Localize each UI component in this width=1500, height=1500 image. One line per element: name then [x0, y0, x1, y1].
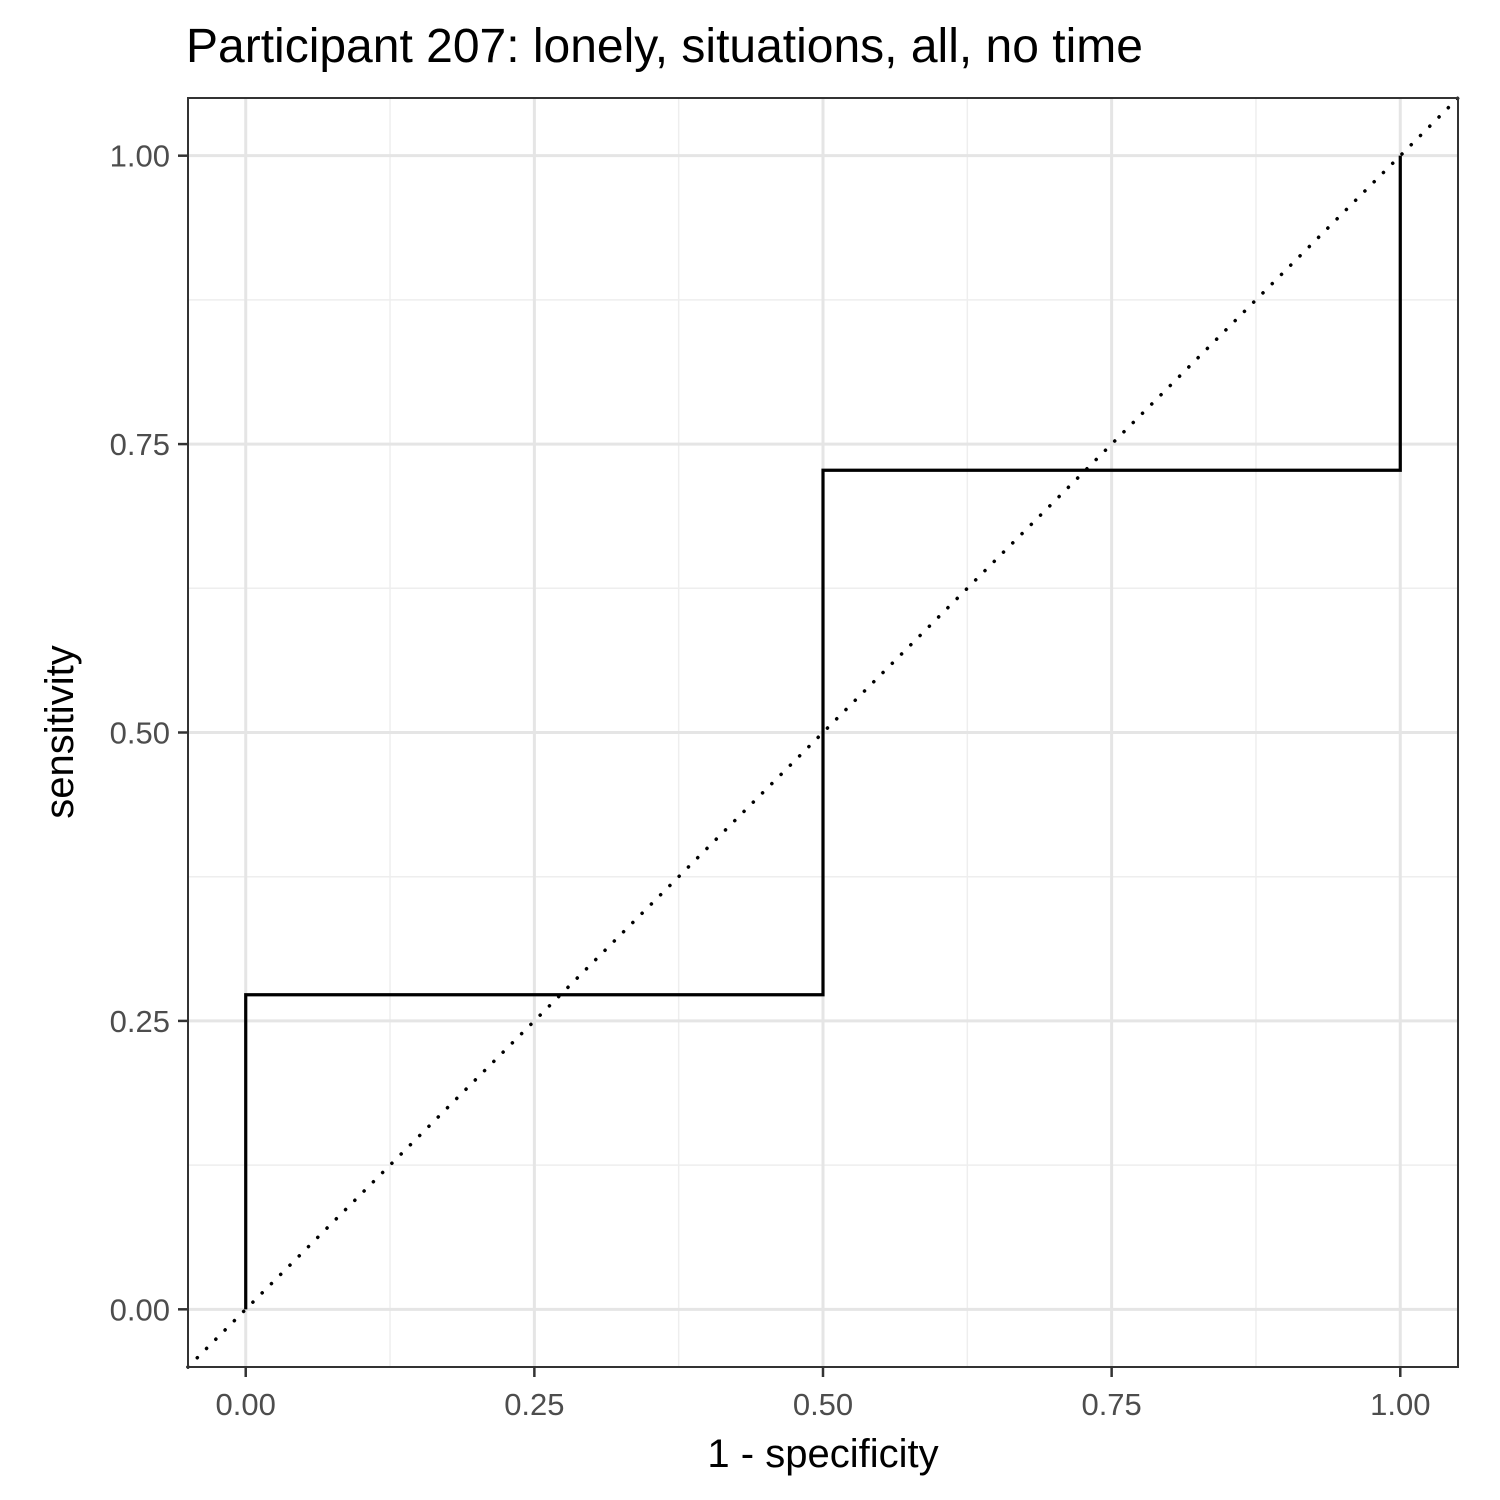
y-tick-label: 1.00 — [110, 139, 170, 174]
series — [186, 96, 1460, 1369]
y-tick-label: 0.25 — [110, 1004, 170, 1039]
roc-curve-line — [244, 155, 1402, 1310]
grid — [188, 98, 1458, 1367]
y-axis-title: sensitivity — [38, 645, 82, 818]
y-tick-label: 0.50 — [110, 716, 170, 751]
x-tick-label: 0.75 — [1081, 1387, 1141, 1422]
x-tick-label: 0.50 — [793, 1387, 853, 1422]
y-tick-label: 0.75 — [110, 427, 170, 462]
chart-title: Participant 207: lonely, situations, all… — [186, 20, 1143, 73]
x-tick-label: 1.00 — [1370, 1387, 1430, 1422]
y-tick-label: 0.00 — [110, 1292, 170, 1327]
axes: 0.00 0.25 0.50 0.75 1.00 0.00 0.25 0.50 0.75 1.00 — [110, 139, 1431, 1422]
x-tick-label: 0.25 — [504, 1387, 564, 1422]
x-axis-title: 1 - specificity — [707, 1432, 938, 1476]
x-tick-label: 0.00 — [216, 1387, 276, 1422]
